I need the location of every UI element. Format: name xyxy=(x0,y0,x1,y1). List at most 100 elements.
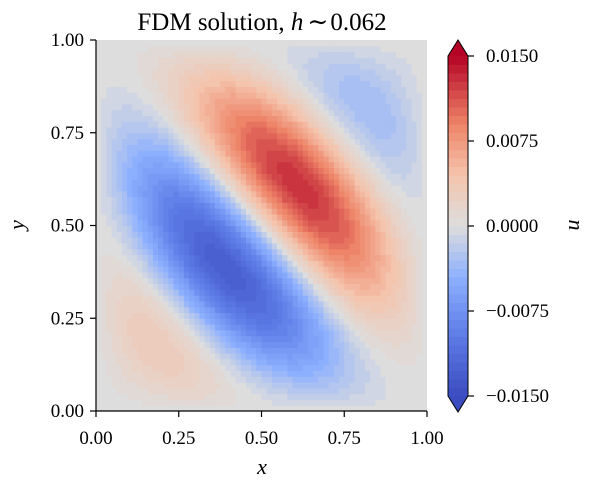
contour-cell xyxy=(380,399,387,406)
contour-cell xyxy=(277,341,283,348)
contour-cell xyxy=(401,115,407,122)
contour-cell xyxy=(235,324,242,331)
contour-cell xyxy=(173,387,180,395)
contour-cell xyxy=(328,167,335,174)
contour-cell xyxy=(127,184,133,192)
contour-cell xyxy=(220,126,226,134)
contour-cell xyxy=(240,80,247,87)
contour-cell xyxy=(318,341,325,348)
contour-cell xyxy=(101,283,107,290)
contour-cell xyxy=(308,190,314,198)
contour-cell xyxy=(313,63,319,70)
contour-cell xyxy=(349,289,356,296)
contour-cell xyxy=(333,300,340,308)
contour-cell xyxy=(147,63,154,70)
contour-cell xyxy=(163,370,169,377)
contour-cell xyxy=(204,260,211,267)
contour-cell xyxy=(328,329,335,337)
contour-cell xyxy=(183,324,190,331)
contour-cell xyxy=(183,45,190,53)
contour-cell xyxy=(421,51,427,58)
contour-cell xyxy=(282,103,288,111)
contour-cell xyxy=(411,364,418,372)
contour-cell xyxy=(256,405,263,411)
contour-cell xyxy=(121,68,128,76)
contour-cell xyxy=(101,45,107,53)
contour-cell xyxy=(214,80,221,87)
contour-cell xyxy=(411,347,418,354)
contour-cell xyxy=(328,202,335,209)
contour-cell xyxy=(302,40,309,47)
contour-cell xyxy=(395,126,402,134)
contour-cell xyxy=(401,393,407,401)
contour-cell xyxy=(111,219,118,227)
contour-cell xyxy=(111,289,118,296)
contour-cell xyxy=(313,242,319,250)
contour-cell xyxy=(416,202,423,209)
contour-cell xyxy=(152,318,159,325)
contour-cell xyxy=(344,202,351,209)
contour-cell xyxy=(204,399,211,406)
contour-cell xyxy=(132,80,138,87)
contour-cell xyxy=(137,335,144,343)
contour-cell xyxy=(333,248,340,256)
contour-cell xyxy=(395,329,402,337)
contour-cell xyxy=(292,103,299,111)
contour-cell xyxy=(292,167,299,174)
contour-cell xyxy=(302,370,309,377)
contour-cell xyxy=(96,173,102,180)
contour-cell xyxy=(308,306,314,314)
contour-cell xyxy=(266,231,273,238)
contour-cell xyxy=(328,335,335,343)
contour-cell xyxy=(173,74,180,82)
contour-cell xyxy=(225,126,232,134)
contour-cell xyxy=(364,179,371,186)
contour-cell xyxy=(235,312,242,319)
contour-cell xyxy=(375,225,382,232)
contour-cell xyxy=(158,370,164,377)
contour-cell xyxy=(380,219,387,227)
contour-cell xyxy=(152,277,159,285)
contour-cell xyxy=(318,387,325,395)
contour-cell xyxy=(101,364,107,372)
contour-cell xyxy=(173,318,180,325)
contour-cell xyxy=(416,213,423,221)
contour-cell xyxy=(116,208,123,215)
contour-cell xyxy=(251,161,257,169)
contour-cell xyxy=(101,271,107,279)
contour-cell xyxy=(220,213,226,221)
contour-cell xyxy=(282,97,288,105)
contour-cell xyxy=(235,51,242,58)
contour-cell xyxy=(297,86,304,93)
contour-cell xyxy=(375,382,382,389)
contour-cell xyxy=(277,208,283,215)
contour-cell xyxy=(287,399,294,406)
contour-cell xyxy=(251,271,257,279)
contour-cell xyxy=(230,376,237,383)
contour-cell xyxy=(308,167,314,174)
contour-cell xyxy=(168,393,175,401)
contour-cell xyxy=(318,161,325,169)
contour-cell xyxy=(230,399,237,406)
contour-cell xyxy=(344,283,351,290)
contour-cell xyxy=(354,300,361,308)
contour-cell xyxy=(251,92,257,99)
contour-cell xyxy=(406,45,413,53)
contour-cell xyxy=(132,283,138,290)
contour-cell xyxy=(390,45,397,53)
contour-cell xyxy=(406,109,413,116)
contour-cell xyxy=(364,103,371,111)
contour-cell xyxy=(189,161,195,169)
contour-cell xyxy=(147,51,154,58)
contour-cell xyxy=(266,167,273,174)
contour-cell xyxy=(261,387,268,395)
contour-cell xyxy=(370,266,376,273)
contour-cell xyxy=(230,121,237,128)
contour-cell xyxy=(152,347,159,354)
contour-cell xyxy=(132,167,138,174)
contour-cell xyxy=(323,173,330,180)
contour-cell xyxy=(308,208,314,215)
contour-cell xyxy=(111,190,118,198)
contour-cell xyxy=(116,68,123,76)
contour-cell xyxy=(245,173,252,180)
